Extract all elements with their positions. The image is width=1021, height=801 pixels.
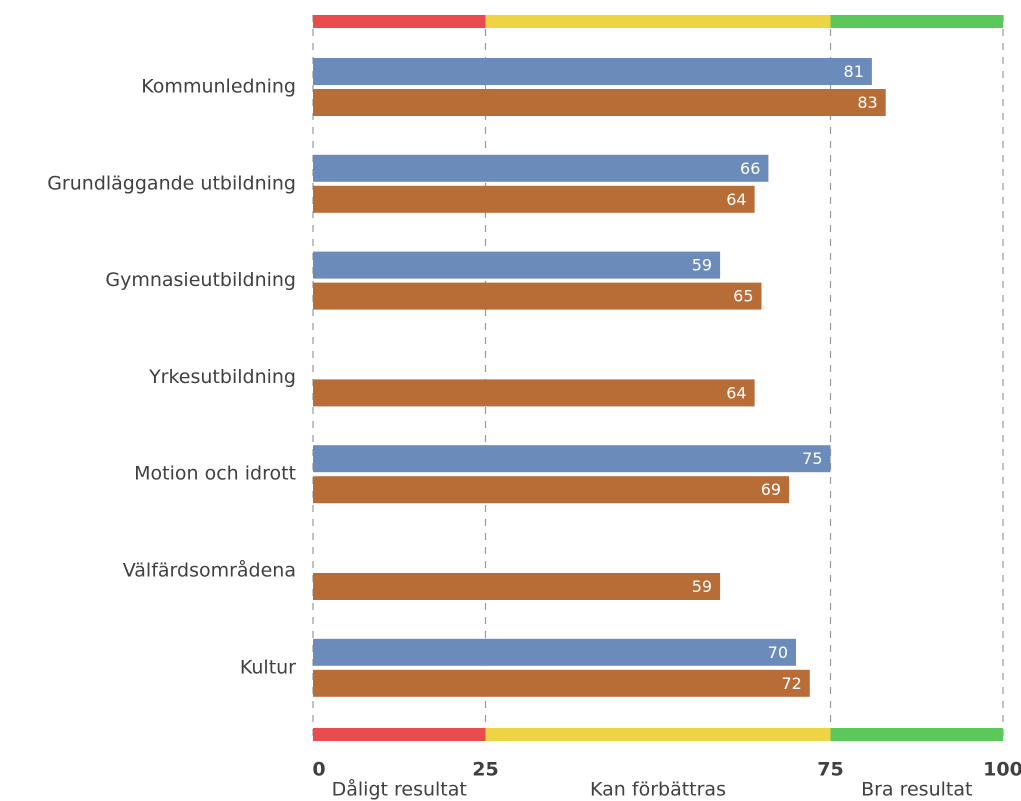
x-tick-label: 100 [983,759,1021,781]
bar [313,282,762,310]
band [485,728,831,741]
category-label: Gymnasieutbildning [105,269,296,291]
value-label: 64 [726,383,746,402]
band [313,15,486,28]
value-label: 64 [726,190,746,209]
bar [313,251,721,279]
category-label: Yrkesutbildning [148,366,296,388]
x-tick-label: 0 [312,759,325,781]
value-label: 59 [692,256,712,275]
band [485,15,831,28]
bar [313,154,769,182]
category-label: Kommunledning [141,76,296,98]
bar [313,573,721,600]
value-label: 69 [761,480,781,499]
x-tick-label: 75 [817,759,843,781]
bar [313,185,755,213]
band [830,15,1003,28]
value-label: 65 [733,287,753,306]
x-tick-label: 25 [472,759,498,781]
value-label: 81 [844,62,864,81]
bar [313,445,831,473]
bar [313,669,810,697]
bar [313,638,796,666]
bar [313,379,755,407]
band-label: Dåligt resultat [332,778,467,801]
value-label: 72 [781,674,801,693]
band-label: Bra resultat [861,779,972,801]
category-label: Välfärdsområdena [123,559,296,582]
value-label: 75 [802,449,822,468]
bar [313,476,790,504]
value-label: 59 [692,577,712,596]
band-label: Kan förbättras [590,779,726,801]
bar [313,89,886,116]
bar [313,58,872,85]
category-label: Motion och idrott [134,463,296,485]
value-label: 70 [768,643,788,662]
category-label: Kultur [240,656,296,678]
value-label: 66 [740,159,760,178]
value-label: 83 [857,93,877,112]
band [313,728,486,741]
band [830,728,1003,741]
category-label: Grundläggande utbildning [47,172,296,194]
